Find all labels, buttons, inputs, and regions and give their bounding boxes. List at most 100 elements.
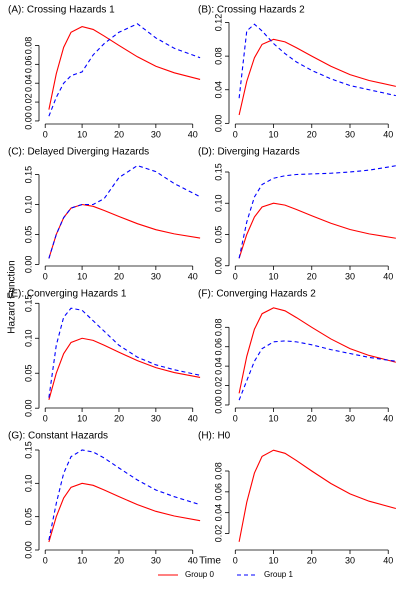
x-tick-label: 30 <box>151 555 161 565</box>
x-tick-label: 30 <box>345 129 355 139</box>
y-tick-label: 0.05 <box>23 364 33 382</box>
x-tick-label: 10 <box>77 413 87 423</box>
x-tick-label: 20 <box>307 413 317 423</box>
x-tick-label: 40 <box>188 129 198 139</box>
x-tick-label: 20 <box>114 129 124 139</box>
y-tick-label: 0.05 <box>23 226 33 244</box>
panel-title: (G): Constant Hazards <box>8 431 108 442</box>
x-tick-label: 40 <box>188 271 198 281</box>
y-tick-label: 0.02 <box>23 93 33 111</box>
y-tick-label: 0.08 <box>23 37 33 55</box>
y-tick-label: 0.12 <box>213 14 223 32</box>
series-line <box>48 337 201 400</box>
y-tick-label: 0.08 <box>213 47 223 65</box>
y-tick-label: 0.08 <box>213 462 223 480</box>
y-tick-label: 0.00 <box>23 541 33 559</box>
y-tick-label: 0.10 <box>23 475 33 493</box>
x-tick-label: 10 <box>77 129 87 139</box>
x-tick-label: 0 <box>233 413 238 423</box>
x-tick-label: 10 <box>77 555 87 565</box>
panel-title: (C): Delayed Diverging Hazards <box>8 147 149 158</box>
x-tick-label: 0 <box>233 129 238 139</box>
y-tick-label: 0.00 <box>213 257 223 275</box>
x-tick-label: 20 <box>307 129 317 139</box>
x-tick-label: 40 <box>188 555 198 565</box>
y-tick-label: 0.15 <box>23 295 33 313</box>
series-line <box>48 449 201 541</box>
y-axis-label: Hazard Function <box>7 260 18 333</box>
legend-label: Group 0 <box>185 570 214 579</box>
y-tick-label: 0.10 <box>213 194 223 212</box>
x-tick-label: 20 <box>114 413 124 423</box>
x-tick-label: 10 <box>269 271 279 281</box>
y-tick-label: 0.05 <box>23 508 33 526</box>
x-tick-label: 30 <box>345 271 355 281</box>
panel-title: (F): Converging Hazards 2 <box>198 289 316 300</box>
series-line <box>238 449 397 542</box>
series-line <box>238 165 396 259</box>
y-tick-label: 0.15 <box>23 166 33 184</box>
x-tick-label: 0 <box>233 555 238 565</box>
x-tick-label: 20 <box>114 555 124 565</box>
y-tick-label: 0.00 <box>213 115 223 133</box>
x-tick-label: 20 <box>307 555 317 565</box>
y-tick-label: 0.00 <box>23 399 33 417</box>
x-tick-label: 10 <box>77 271 87 281</box>
x-tick-label: 40 <box>383 555 393 565</box>
y-tick-label: 0.04 <box>213 81 223 99</box>
x-tick-label: 40 <box>383 271 393 281</box>
y-tick-label: 0.04 <box>213 357 223 375</box>
y-tick-label: 0.15 <box>213 163 223 181</box>
y-tick-label: 0.05 <box>213 226 223 244</box>
panel-title: (D): Diverging Hazards <box>198 147 300 158</box>
y-tick-label: 0.00 <box>23 112 33 130</box>
legend-label: Group 1 <box>264 570 293 579</box>
series-line <box>238 340 396 401</box>
series-line <box>48 203 201 259</box>
x-axis-label: Time <box>199 556 221 567</box>
x-tick-label: 30 <box>151 413 161 423</box>
y-tick-label: 0.15 <box>23 441 33 459</box>
x-tick-label: 10 <box>269 129 279 139</box>
y-tick-label: 0.06 <box>213 338 223 356</box>
y-tick-label: 0.00 <box>213 396 223 414</box>
y-tick-label: 0.06 <box>23 56 33 74</box>
x-tick-label: 0 <box>43 555 48 565</box>
panel-title: (E): Converging Hazards 1 <box>8 289 127 300</box>
panel-title: (A): Crossing Hazards 1 <box>8 5 115 16</box>
y-tick-label: 0.06 <box>213 483 223 501</box>
x-tick-label: 40 <box>383 129 393 139</box>
x-tick-label: 30 <box>151 271 161 281</box>
y-tick-label: 0.04 <box>213 504 223 522</box>
series-line <box>48 164 201 259</box>
x-tick-label: 0 <box>233 271 238 281</box>
y-tick-label: 0.04 <box>23 74 33 92</box>
x-tick-label: 10 <box>269 555 279 565</box>
series-line <box>238 23 396 99</box>
panel-title: (H): H0 <box>198 431 231 442</box>
x-tick-label: 0 <box>43 271 48 281</box>
x-tick-label: 20 <box>114 271 124 281</box>
x-tick-label: 0 <box>43 129 48 139</box>
panel-title: (B): Crossing Hazards 2 <box>198 5 305 16</box>
x-tick-label: 20 <box>307 271 317 281</box>
x-tick-label: 40 <box>383 413 393 423</box>
y-tick-label: 0.08 <box>213 319 223 337</box>
y-tick-label: 0.10 <box>23 330 33 348</box>
x-tick-label: 0 <box>43 413 48 423</box>
series-line <box>238 202 396 259</box>
series-line <box>48 307 201 398</box>
series-line <box>48 482 201 543</box>
x-tick-label: 10 <box>269 413 279 423</box>
series-line <box>48 23 201 117</box>
y-tick-label: 0.02 <box>213 525 223 543</box>
x-tick-label: 30 <box>151 129 161 139</box>
y-tick-label: 0.02 <box>213 377 223 395</box>
x-tick-label: 40 <box>188 413 198 423</box>
series-line <box>238 307 397 394</box>
x-tick-label: 30 <box>345 413 355 423</box>
y-tick-label: 0.00 <box>23 256 33 274</box>
series-line <box>238 38 396 116</box>
y-tick-label: 0.10 <box>23 196 33 214</box>
